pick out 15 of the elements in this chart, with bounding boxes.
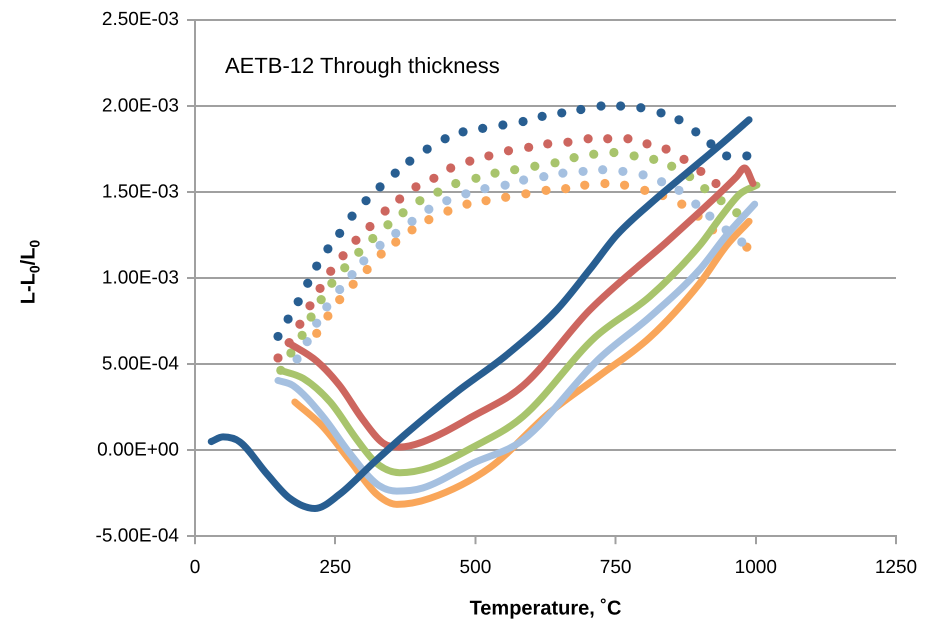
y-tick-label: -5.00E-04 [96,525,180,546]
y-tick-label: 1.00E-03 [102,267,179,288]
x-tick-label: 250 [319,556,352,578]
x-axis-title: Temperature, ˚C [470,598,622,620]
x-tick-label: 1000 [734,556,777,578]
x-tick-label: 1250 [874,556,918,578]
x-tick-label: 0 [190,556,200,578]
x-tick-label: 500 [460,556,492,578]
y-tick-label: 2.50E-03 [102,9,179,30]
y-tick-label: 5.00E-04 [102,353,180,374]
y-tick-label: 2.00E-03 [102,95,179,116]
y-tick-label: 1.50E-03 [102,181,179,202]
x-tick-label: 750 [600,556,632,578]
annotation: AETB-12 Through thickness [225,53,500,78]
y-tick-label: 0.00E+00 [97,439,179,460]
